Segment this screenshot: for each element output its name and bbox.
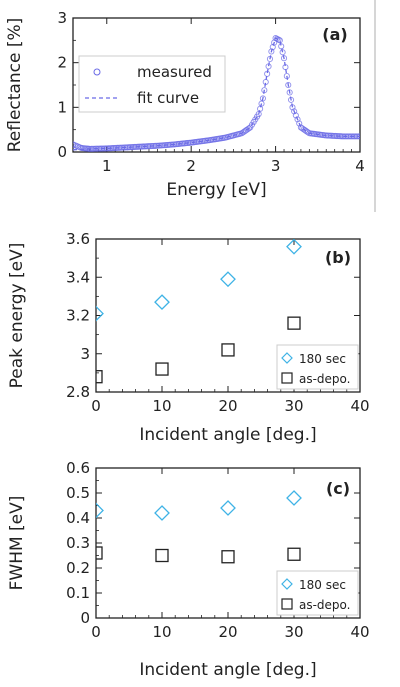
x-tick-label: 3 (271, 157, 281, 175)
data-point-as-depo (287, 547, 301, 561)
measured-point (285, 81, 292, 89)
x-tick-label: 4 (355, 157, 365, 175)
legend: 180 sec as-depo. (276, 570, 359, 616)
measured-point (259, 95, 266, 102)
plot-area (96, 490, 302, 564)
measured-point (296, 120, 303, 127)
y-tick-label: 0 (80, 609, 90, 627)
x-tick-label: 20 (218, 623, 237, 641)
data-point-as-depo (155, 362, 169, 376)
y-tick-label: 0 (57, 143, 67, 161)
chart-panel-2: 0 10 20 30 40 2.8 3 3.2 3.4 3.6 Incident angle [de… (7, 230, 370, 445)
data-point-180sec (286, 490, 302, 506)
data-point-180sec (96, 502, 104, 519)
measured-point (294, 116, 301, 123)
data-point-as-depo (287, 316, 301, 330)
data-point-180sec (220, 500, 236, 516)
x-tick-label: 40 (350, 623, 369, 641)
data-point-as-depo (221, 550, 235, 564)
legend-measured-label: measured (137, 63, 212, 81)
data-point-180sec (154, 505, 170, 521)
legend-as-depo-label: as-depo. (299, 372, 351, 386)
x-tick-label: 30 (284, 623, 303, 641)
panel-label: (c) (326, 479, 350, 498)
x-tick-label: 1 (102, 157, 112, 175)
fit-curve-line (73, 37, 360, 151)
x-axis-label: Energy [eV] (166, 180, 266, 200)
legend-180sec-label: 180 sec (299, 352, 346, 366)
data-point-as-depo (155, 548, 169, 563)
y-tick-label: 2.8 (66, 383, 90, 401)
y-axis-label: FWHM [eV] (7, 496, 27, 591)
data-point-as-depo (96, 546, 103, 560)
y-tick-label: 3 (57, 9, 67, 27)
x-axis-label: Incident angle [deg.] (139, 660, 316, 680)
x-tick-label: 20 (218, 397, 237, 415)
legend: 180 sec as-depo. (276, 344, 359, 390)
data-point-as-depo (221, 343, 235, 357)
legend-as-depo-marker (281, 372, 293, 384)
legend-180sec-marker (281, 578, 293, 590)
x-tick-label: 0 (91, 623, 101, 641)
legend-as-depo-marker (281, 598, 293, 610)
y-tick-label: 0.6 (66, 459, 90, 477)
x-tick-label: 0 (91, 397, 101, 415)
y-tick-label: 0.2 (66, 559, 90, 577)
plot-area (73, 35, 360, 152)
y-axis-label: Reflectance [%] (5, 18, 25, 153)
x-tick-label: 10 (152, 397, 171, 415)
data-point-180sec (220, 271, 236, 288)
x-tick-label: 30 (284, 397, 303, 415)
x-tick-label: 10 (152, 623, 171, 641)
x-tick-label: 40 (350, 397, 369, 415)
panel-label: (a) (322, 25, 347, 44)
y-tick-label: 3.2 (66, 307, 90, 325)
legend-fit-label: fit curve (137, 89, 199, 107)
measured-point (291, 108, 298, 115)
legend-box (276, 570, 359, 616)
legend-measured-marker (93, 68, 101, 76)
data-point-180sec (286, 239, 302, 255)
panel-label: (b) (325, 248, 351, 267)
y-axis-label: Peak energy [eV] (7, 243, 27, 389)
chart-panel-3: 0 10 20 30 40 0 0.1 0.2 0.3 0.4 0.5 0.6 Incident ang… (7, 459, 370, 680)
measured-point (292, 112, 299, 119)
measured-point (245, 125, 252, 132)
data-point-180sec (154, 294, 170, 311)
legend: measured fit curve (78, 55, 226, 113)
legend-180sec-marker (281, 352, 293, 364)
y-tick-label: 3.6 (66, 230, 90, 248)
plot-area (96, 239, 302, 384)
y-tick-label: 0.3 (66, 534, 90, 552)
y-tick-label: 0.1 (66, 584, 90, 602)
y-tick-label: 2 (57, 54, 67, 72)
legend-as-depo-label: as-depo. (299, 598, 351, 612)
chart-panel-1: 1 2 3 4 0 1 2 3 Energy [eV] Reflectance [%] (a) mea… (5, 0, 376, 212)
x-tick-label: 2 (186, 157, 196, 175)
data-point-180sec (96, 305, 104, 322)
legend-box (276, 344, 359, 390)
y-tick-label: 0.5 (66, 484, 90, 502)
y-tick-label: 1 (57, 98, 67, 116)
data-point-as-depo (96, 370, 103, 384)
legend-180sec-label: 180 sec (299, 578, 346, 592)
x-axis-label: Incident angle [deg.] (139, 425, 316, 445)
y-tick-label: 3.4 (66, 268, 90, 286)
legend-box (78, 55, 226, 113)
y-tick-label: 3 (80, 345, 90, 363)
y-tick-label: 0.4 (66, 509, 90, 527)
